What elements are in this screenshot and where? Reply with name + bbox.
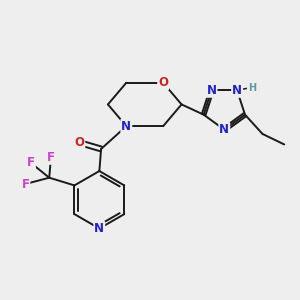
Text: O: O (74, 136, 84, 149)
Text: N: N (219, 123, 229, 136)
Text: N: N (206, 84, 217, 97)
Text: F: F (27, 157, 35, 169)
Text: N: N (121, 120, 131, 133)
Text: N: N (94, 222, 104, 235)
Text: F: F (47, 151, 55, 164)
Text: H: H (248, 82, 256, 93)
Text: N: N (232, 84, 242, 97)
Text: F: F (21, 178, 29, 190)
Text: O: O (158, 76, 168, 89)
